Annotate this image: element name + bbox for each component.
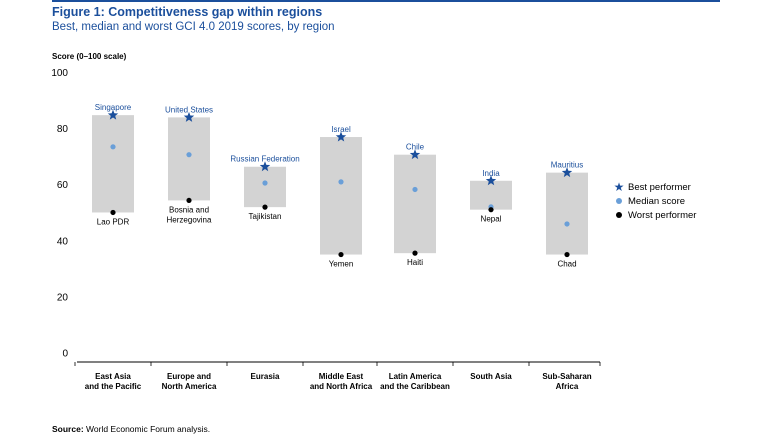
legend-item-worst: Worst performer	[612, 208, 696, 222]
median-point	[186, 152, 192, 158]
range-bar	[92, 115, 134, 213]
worst-performer-label: Lao PDR	[97, 217, 130, 226]
source-text: World Economic Forum analysis.	[83, 424, 211, 434]
worst-point	[412, 250, 418, 256]
star-icon: ★	[613, 180, 625, 194]
figure-title: Figure 1: Competitiveness gap within reg…	[52, 5, 323, 19]
legend: ★ Best performer Median score Worst perf…	[612, 180, 697, 222]
worst-point	[338, 251, 344, 258]
median-point	[110, 144, 116, 150]
legend-item-median: Median score	[612, 194, 696, 208]
best-performer-label: India	[482, 169, 500, 178]
y-tick-label: 0	[62, 349, 68, 360]
x-category-label: Middle East	[319, 372, 364, 381]
best-performer-star	[259, 161, 271, 172]
median-point	[338, 179, 344, 185]
worst-performer-label: Haiti	[407, 258, 423, 267]
figure-subtitle: Best, median and worst GCI 4.0 2019 scor…	[52, 21, 335, 33]
range-bar	[320, 137, 362, 255]
median-point	[564, 221, 570, 227]
y-tick-label: 80	[57, 124, 69, 135]
worst-point	[488, 207, 494, 213]
range-bar	[168, 117, 210, 201]
median-point	[412, 186, 418, 193]
best-performer-label: Singapore	[95, 103, 132, 112]
worst-performer-label: Herzegovina	[167, 215, 212, 224]
x-category-label: Europe and	[167, 372, 211, 381]
x-category-label: North America	[162, 382, 217, 391]
worst-dot-icon	[612, 212, 626, 218]
best-performer-star	[107, 109, 119, 120]
worst-performer-label: Nepal	[481, 215, 502, 224]
legend-label-worst: Worst performer	[628, 209, 697, 221]
median-dot-icon	[612, 198, 626, 204]
best-performer-star	[335, 131, 347, 142]
best-performer-label: Mauritius	[551, 161, 583, 170]
legend-label-median: Median score	[628, 195, 686, 207]
best-performer-star	[183, 111, 195, 122]
source-label: Source:	[52, 424, 84, 434]
worst-performer-label: Tajikistan	[249, 212, 282, 221]
best-performer-label: Israel	[331, 125, 351, 134]
worst-performer-label: Chad	[557, 260, 576, 269]
best-performer-star	[561, 167, 573, 178]
y-tick-label: 100	[51, 68, 68, 79]
x-category-label: Sub-Saharan	[542, 372, 591, 381]
best-performer-label: Russian Federation	[230, 155, 299, 164]
best-performer-star	[485, 175, 497, 186]
legend-label-best: Best performer	[628, 181, 691, 193]
worst-point	[186, 197, 192, 204]
range-bar	[244, 166, 286, 208]
x-category-label: and the Caribbean	[380, 382, 450, 391]
title-rule	[52, 0, 720, 2]
x-category-label: and the Pacific	[85, 382, 142, 391]
y-axis-title: Score (0–100 scale)	[52, 52, 127, 61]
y-tick-label: 40	[57, 236, 69, 247]
range-bar	[546, 172, 588, 255]
legend-item-best: ★ Best performer	[612, 180, 696, 194]
source-note: Source: World Economic Forum analysis.	[52, 424, 210, 434]
x-category-label: Eurasia	[251, 372, 280, 381]
y-tick-label: 60	[57, 180, 69, 191]
worst-point	[110, 209, 116, 216]
x-category-label: South Asia	[470, 372, 512, 381]
y-tick-label: 20	[57, 292, 69, 303]
worst-point	[262, 204, 268, 210]
worst-performer-label: Bosnia and	[169, 205, 209, 214]
best-performer-label: Chile	[406, 143, 425, 152]
range-bar	[394, 154, 436, 254]
x-category-label: Africa	[556, 382, 579, 391]
median-point	[262, 180, 268, 186]
x-category-label: and North Africa	[310, 382, 373, 391]
worst-point	[564, 251, 570, 258]
worst-performer-label: Yemen	[329, 260, 354, 269]
best-performer-label: United States	[165, 105, 213, 114]
x-category-label: East Asia	[95, 372, 131, 381]
best-performer-star	[409, 149, 421, 160]
x-category-label: Latin America	[389, 372, 442, 381]
